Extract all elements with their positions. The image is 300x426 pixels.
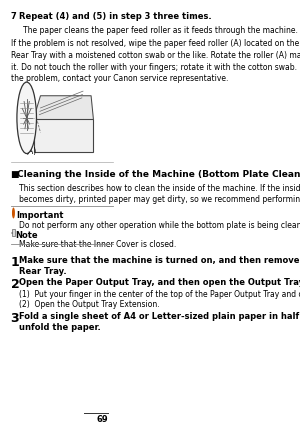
Text: 69: 69 <box>97 414 108 423</box>
Polygon shape <box>34 97 93 120</box>
Text: Make sure that the machine is turned on, and then remove any paper from the: Make sure that the machine is turned on,… <box>19 256 300 265</box>
Text: The paper cleans the paper feed roller as it feeds through the machine.: The paper cleans the paper feed roller a… <box>23 26 298 35</box>
Text: Do not perform any other operation while the bottom plate is being cleaned.: Do not perform any other operation while… <box>19 220 300 229</box>
Circle shape <box>17 83 37 154</box>
Text: the problem, contact your Canon service representative.: the problem, contact your Canon service … <box>11 74 228 83</box>
Text: (A): (A) <box>25 147 36 156</box>
Text: becomes dirty, printed paper may get dirty, so we recommend performing cleaning : becomes dirty, printed paper may get dir… <box>19 194 300 203</box>
Text: Rear Tray with a moistened cotton swab or the like. Rotate the roller (A) manual: Rear Tray with a moistened cotton swab o… <box>11 51 300 60</box>
Text: Fold a single sheet of A4 or Letter-sized plain paper in half widthwise, and the: Fold a single sheet of A4 or Letter-size… <box>19 311 300 320</box>
Text: Important: Important <box>16 211 63 220</box>
Text: Repeat (4) and (5) in step 3 three times.: Repeat (4) and (5) in step 3 three times… <box>19 12 211 21</box>
Text: This section describes how to clean the inside of the machine. If the inside of : This section describes how to clean the … <box>19 183 300 192</box>
Text: If the problem is not resolved, wipe the paper feed roller (A) located on the ri: If the problem is not resolved, wipe the… <box>11 39 300 48</box>
Text: Note: Note <box>15 230 38 239</box>
FancyBboxPatch shape <box>34 120 93 153</box>
FancyBboxPatch shape <box>12 230 15 236</box>
Text: unfold the paper.: unfold the paper. <box>19 322 100 331</box>
Text: 1: 1 <box>11 256 19 268</box>
Text: Make sure that the Inner Cover is closed.: Make sure that the Inner Cover is closed… <box>19 239 176 248</box>
Text: it. Do not touch the roller with your fingers; rotate it with the cotton swab. I: it. Do not touch the roller with your fi… <box>11 63 300 72</box>
Text: (2)  Open the Output Tray Extension.: (2) Open the Output Tray Extension. <box>19 299 159 308</box>
Text: Cleaning the Inside of the Machine (Bottom Plate Cleaning): Cleaning the Inside of the Machine (Bott… <box>17 170 300 179</box>
Text: ■: ■ <box>11 170 22 179</box>
Text: =: = <box>11 230 16 235</box>
Text: (1)  Put your finger in the center of the top of the Paper Output Tray and open : (1) Put your finger in the center of the… <box>19 290 300 299</box>
Text: Open the Paper Output Tray, and then open the Output Tray Extension.: Open the Paper Output Tray, and then ope… <box>19 277 300 286</box>
Circle shape <box>12 208 15 219</box>
Text: 7: 7 <box>11 12 16 21</box>
Text: !: ! <box>12 209 15 218</box>
Text: Rear Tray.: Rear Tray. <box>19 266 66 275</box>
Text: 3: 3 <box>11 311 19 325</box>
Text: 2: 2 <box>11 277 19 290</box>
